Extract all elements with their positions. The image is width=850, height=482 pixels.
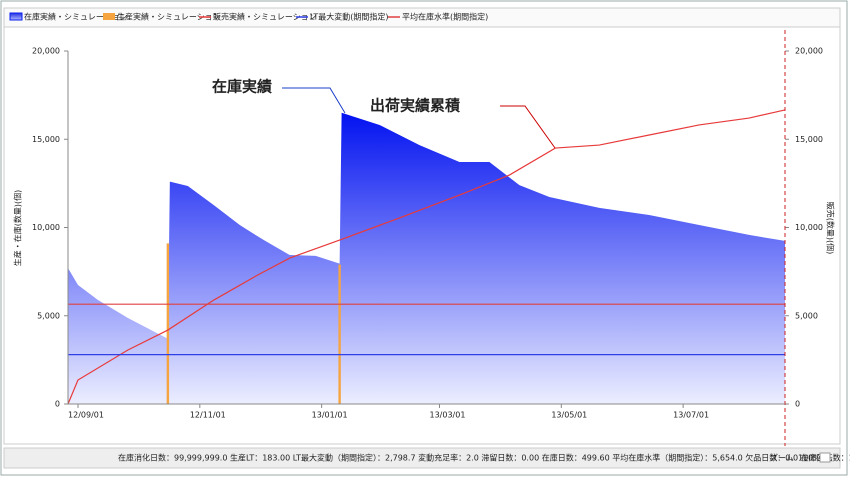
y2-tick-label: 15,000 bbox=[795, 135, 823, 144]
x-tick-label: 12/09/01 bbox=[68, 411, 104, 420]
annotation-leader bbox=[282, 87, 346, 114]
legend-swatch bbox=[9, 12, 23, 21]
y2-tick-label: 10,000 bbox=[795, 223, 823, 232]
zoom-label: ズーム bbox=[770, 453, 794, 463]
annotation: 出荷実績累積 bbox=[370, 97, 461, 115]
x-tick-label: 12/11/01 bbox=[190, 411, 226, 420]
legend-swatch bbox=[103, 13, 115, 20]
inventory-area bbox=[68, 112, 785, 405]
production-bar bbox=[338, 264, 341, 404]
legend-label: LT最大変動(期間指定) bbox=[310, 12, 388, 22]
zoom-slider[interactable] bbox=[819, 452, 831, 463]
y-tick-label: 20,000 bbox=[32, 47, 60, 56]
legend-label: 在庫実績・シミュレーション bbox=[24, 12, 128, 22]
production-bar bbox=[166, 243, 170, 404]
legend-bar bbox=[3, 7, 841, 28]
y2-tick-label: 0 bbox=[795, 400, 800, 409]
x-tick-label: 13/05/01 bbox=[551, 411, 587, 420]
y-tick-label: 5,000 bbox=[37, 311, 60, 320]
x-tick-label: 13/07/01 bbox=[673, 411, 709, 420]
y-tick-label: 15,000 bbox=[32, 135, 60, 144]
legend-label: 生産実績・シミュレーション bbox=[117, 12, 221, 22]
legend-label: 平均在庫水準(期間指定) bbox=[402, 12, 488, 22]
y2-tick-label: 20,000 bbox=[795, 47, 823, 56]
status-text: 在庫消化日数：99,999,999.0 生産LT：183.00 LT最大変動（期… bbox=[118, 453, 850, 463]
annotation: 在庫実績 bbox=[212, 78, 272, 96]
annotation-leader bbox=[500, 105, 556, 149]
x-tick-label: 13/01/01 bbox=[312, 411, 348, 420]
sales-line bbox=[67, 109, 786, 405]
legend-label: 販売実績・シミュレーション bbox=[213, 12, 317, 22]
y2-axis-label: 販売(数量)(個) bbox=[826, 202, 836, 254]
status-bar bbox=[3, 447, 841, 469]
zoom-value: 100% bbox=[798, 454, 821, 463]
x-tick-label: 13/03/01 bbox=[430, 411, 466, 420]
y-tick-label: 0 bbox=[55, 400, 60, 409]
y-tick-label: 10,000 bbox=[32, 223, 60, 232]
y-axis-label: 生産・在庫(数量)(個) bbox=[13, 190, 23, 266]
y2-tick-label: 5,000 bbox=[795, 311, 818, 320]
